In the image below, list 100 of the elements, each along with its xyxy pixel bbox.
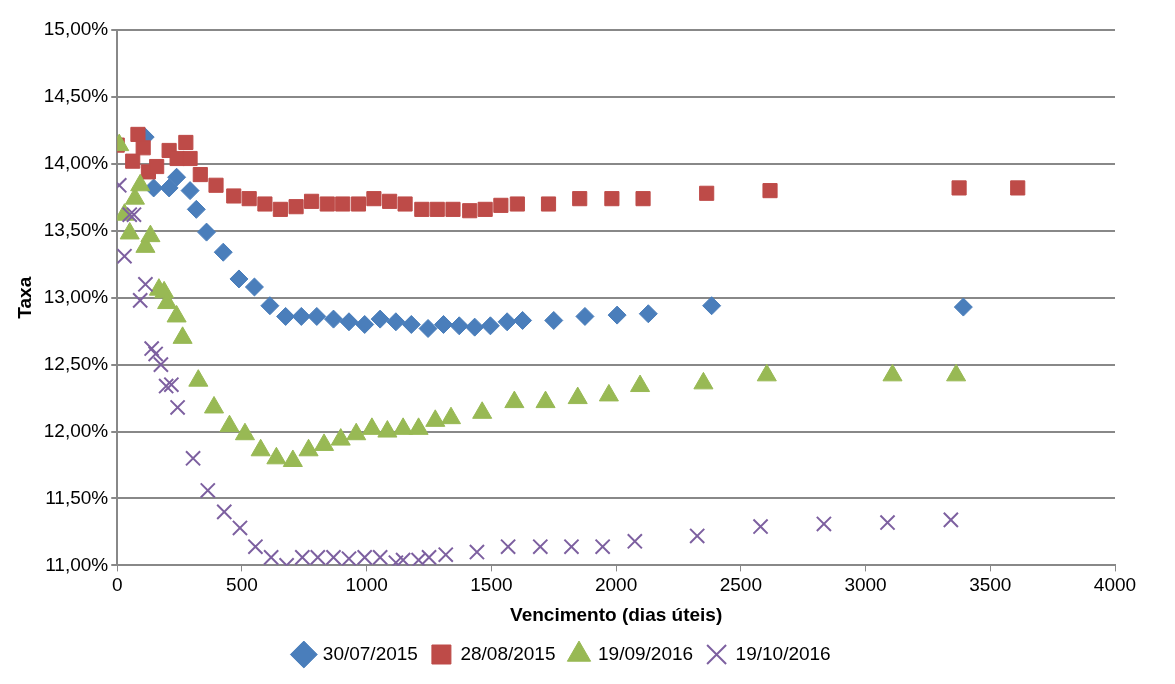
legend-label: 19/10/2016 xyxy=(735,642,831,664)
point xyxy=(445,201,461,217)
point xyxy=(429,201,445,217)
point xyxy=(500,538,517,555)
point xyxy=(272,201,288,217)
point xyxy=(563,538,580,555)
point xyxy=(414,201,430,217)
x-tick-label: 3000 xyxy=(844,574,887,596)
point xyxy=(339,312,359,332)
point xyxy=(180,181,200,201)
y-axis-title: Taxa xyxy=(13,276,35,319)
x-axis-title: Vencimento (dias úteis) xyxy=(510,603,723,625)
point xyxy=(167,167,187,187)
point xyxy=(132,292,149,309)
point xyxy=(638,304,658,324)
point xyxy=(319,196,335,212)
point xyxy=(702,296,722,316)
point xyxy=(493,197,509,213)
x-tick-label: 2500 xyxy=(719,574,762,596)
point xyxy=(216,503,233,520)
y-tick-label: 13,00% xyxy=(43,285,109,307)
legend-label: 19/09/2016 xyxy=(598,642,694,664)
point xyxy=(942,511,959,528)
y-tick-label: 14,50% xyxy=(43,85,109,107)
point xyxy=(951,180,967,196)
point xyxy=(350,196,367,212)
point xyxy=(178,134,194,151)
point xyxy=(410,551,427,566)
point xyxy=(291,306,311,326)
point xyxy=(607,305,627,325)
point xyxy=(186,199,206,219)
point xyxy=(699,185,715,201)
point xyxy=(382,193,398,209)
point xyxy=(307,306,327,326)
point xyxy=(532,538,549,555)
x-tick-label: 0 xyxy=(111,574,123,596)
point xyxy=(815,515,832,532)
point xyxy=(125,206,143,223)
point xyxy=(477,201,493,217)
point xyxy=(762,183,778,199)
point xyxy=(386,312,406,332)
point xyxy=(1010,180,1026,196)
point xyxy=(604,191,620,207)
point xyxy=(324,309,344,329)
point xyxy=(462,203,478,219)
y-tick-label: 12,50% xyxy=(43,352,109,374)
point xyxy=(626,533,643,550)
point xyxy=(420,549,438,566)
legend-label: 30/07/2015 xyxy=(322,642,418,664)
point xyxy=(953,297,973,317)
point xyxy=(335,196,351,212)
point xyxy=(182,150,198,167)
point xyxy=(147,345,164,362)
point xyxy=(465,317,485,337)
y-tick-label: 13,50% xyxy=(43,219,109,241)
point xyxy=(229,269,249,289)
point xyxy=(130,126,146,142)
point xyxy=(163,376,180,393)
point xyxy=(540,196,557,212)
point xyxy=(340,550,358,566)
point xyxy=(143,340,160,357)
point xyxy=(544,310,564,330)
point xyxy=(366,191,382,207)
point xyxy=(125,153,141,169)
point xyxy=(149,158,165,175)
point xyxy=(231,519,249,536)
point xyxy=(276,306,296,326)
point xyxy=(257,196,273,212)
point xyxy=(260,296,280,316)
y-tick-label: 15,00% xyxy=(43,18,109,40)
point xyxy=(192,166,208,183)
x-tick-label: 1000 xyxy=(345,574,388,596)
point xyxy=(208,177,224,193)
point xyxy=(355,314,375,334)
legend-label: 28/08/2015 xyxy=(460,642,556,664)
point xyxy=(434,314,454,334)
point xyxy=(152,356,169,373)
point xyxy=(325,549,342,566)
y-tick-label: 11,50% xyxy=(45,486,109,508)
point xyxy=(879,514,896,531)
point xyxy=(594,538,611,555)
y-tick-label: 14,00% xyxy=(43,152,109,174)
point xyxy=(513,310,533,330)
x-tick-label: 1500 xyxy=(470,574,513,596)
point xyxy=(356,549,373,566)
point xyxy=(372,549,389,566)
point xyxy=(395,551,412,566)
point xyxy=(635,191,651,207)
point xyxy=(137,276,154,293)
x-tick-label: 2000 xyxy=(594,574,638,596)
point xyxy=(752,518,769,535)
point xyxy=(247,538,264,555)
point xyxy=(185,450,202,467)
x-tick-label: 500 xyxy=(226,574,258,596)
point xyxy=(480,316,500,336)
x-tick-label: 4000 xyxy=(1093,574,1137,596)
point xyxy=(199,482,216,499)
point xyxy=(244,277,264,297)
point xyxy=(158,377,175,395)
point xyxy=(370,309,390,329)
